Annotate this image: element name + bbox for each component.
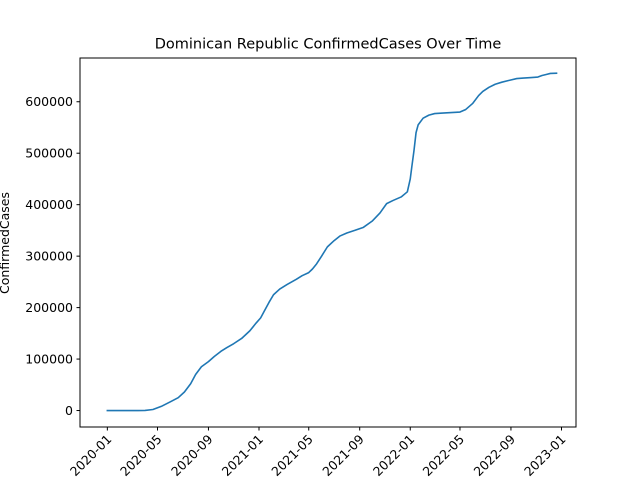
y-tick-label: 100000 xyxy=(25,352,73,367)
y-tick-label: 0 xyxy=(65,403,73,418)
y-tick-label: 500000 xyxy=(25,146,73,161)
series-line xyxy=(106,72,558,412)
y-tick-label: 200000 xyxy=(25,300,73,315)
y-tick-label: 400000 xyxy=(25,197,73,212)
y-tick-label: 600000 xyxy=(25,94,73,109)
series-layer xyxy=(106,72,558,412)
y-axis-label: ConfirmedCases xyxy=(0,192,12,294)
y-tick-label: 300000 xyxy=(25,249,73,264)
plot-frame xyxy=(79,57,577,428)
chart-title: Dominican Republic ConfirmedCases Over T… xyxy=(155,37,502,53)
